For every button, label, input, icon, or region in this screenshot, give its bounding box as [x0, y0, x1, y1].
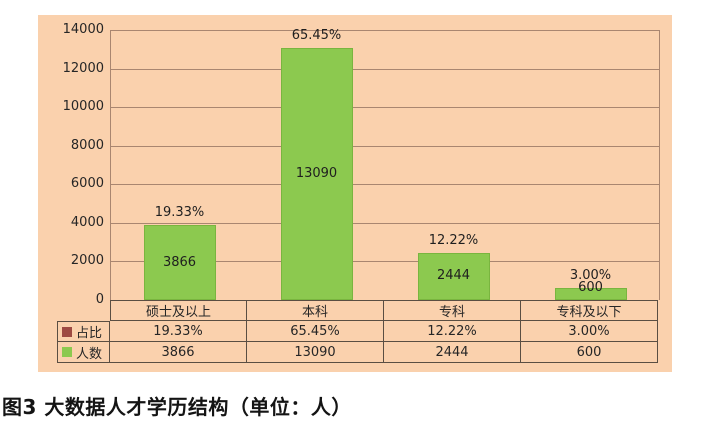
gridline [111, 184, 659, 186]
table-percent-cell: 65.45% [247, 321, 384, 342]
gridline [111, 222, 659, 224]
legend-percent-row: 占比 [57, 321, 110, 342]
table-percent-cell: 12.22% [384, 321, 521, 342]
y-axis-tick-label: 6000 [70, 176, 104, 192]
bar-junior-college [417, 252, 490, 300]
bar-value-label: 3866 [162, 254, 197, 270]
chart-panel: 0 2000 4000 6000 8000 10000 12000 14000 19.33% 3… [38, 15, 672, 372]
gridline [111, 68, 659, 70]
table-percent-cell: 19.33% [110, 321, 247, 342]
y-axis: 0 2000 4000 6000 8000 10000 12000 14000 [38, 15, 104, 372]
percent-series-swatch-icon [62, 326, 72, 337]
gridline [111, 107, 659, 109]
bar-percent-label: 65.45% [291, 27, 342, 43]
gridline [111, 261, 659, 263]
bar-value-label: 13090 [295, 165, 338, 181]
table-category-cell: 专科 [384, 300, 521, 321]
bar-percent-label: 19.33% [154, 205, 205, 221]
table-count-cell: 3866 [110, 342, 247, 363]
figure-caption: 图3 大数据人才学历结构（单位：人） [2, 395, 352, 419]
bar-percent-label: 3.00% [569, 268, 612, 284]
bar-below-junior-college [554, 288, 627, 300]
y-axis-tick-label: 10000 [62, 99, 104, 115]
bar-percent-label: 12.22% [428, 232, 479, 248]
y-axis-tick-label: 0 [95, 292, 104, 307]
data-table: 硕士及以上 本科 专科 专科及以下占比 19.33% 65.45% 12.22% 3.00% 人… [57, 300, 658, 363]
gridline [111, 30, 659, 31]
legend-label: 人数 [76, 346, 103, 362]
bar-value-label: 2444 [436, 268, 471, 284]
table-percent-cell: 3.00% [521, 321, 658, 342]
table-category-cell: 本科 [247, 300, 384, 321]
table-count-cell: 2444 [384, 342, 521, 363]
y-axis-tick-label: 8000 [70, 137, 104, 153]
gridline [111, 145, 659, 147]
table-count-cell: 13090 [247, 342, 384, 363]
y-axis-tick-label: 14000 [62, 22, 104, 37]
bar-masters-and-above [143, 225, 216, 300]
table-category-cell: 专科及以下 [521, 300, 658, 321]
legend-count-row: 人数 [57, 342, 110, 363]
table-corner-cell [57, 300, 110, 321]
legend-label: 占比 [76, 326, 103, 341]
y-axis-tick-label: 4000 [70, 214, 104, 230]
bar-bachelor [280, 47, 353, 300]
table-category-cell: 硕士及以上 [110, 300, 247, 321]
y-axis-tick-label: 12000 [62, 60, 104, 76]
table-count-cell: 600 [521, 342, 658, 363]
count-series-swatch-icon [62, 347, 72, 357]
bar-value-label: 600 [578, 280, 603, 296]
plot-area: 19.33% 3866 65.45% 13090 12.22% 2444 3.00% 600 [110, 27, 660, 300]
y-axis-tick-label: 2000 [70, 253, 104, 269]
